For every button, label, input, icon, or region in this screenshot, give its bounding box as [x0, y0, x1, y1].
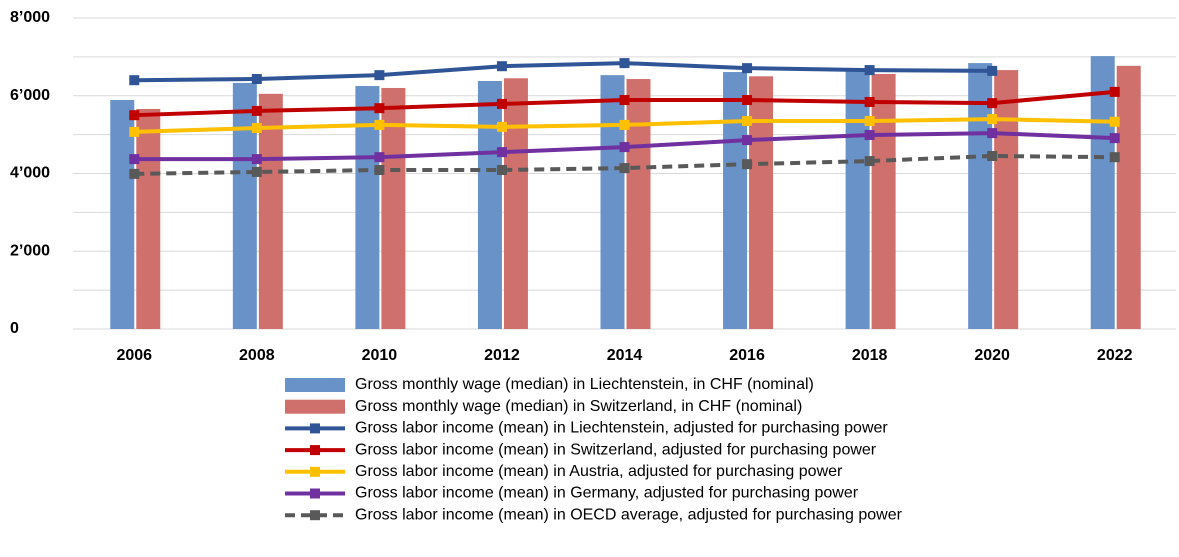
marker: [374, 152, 385, 163]
x-tick-label: 2014: [607, 347, 643, 364]
marker: [742, 116, 753, 127]
bar: [232, 82, 257, 329]
bar: [258, 93, 283, 330]
bar: [1090, 56, 1115, 329]
bar: [749, 76, 774, 329]
x-tick-label: 2020: [974, 347, 1010, 364]
bar: [477, 80, 502, 329]
marker: [1109, 86, 1120, 97]
marker: [864, 116, 875, 127]
x-tick-label: 2012: [484, 347, 520, 364]
legend-marker: [310, 510, 320, 521]
legend-swatch: [285, 378, 345, 392]
marker: [129, 154, 140, 165]
marker: [619, 58, 630, 69]
marker: [619, 142, 630, 153]
x-tick-label: 2008: [239, 347, 275, 364]
legend-label: Gross monthly wage (median) in Switzerla…: [355, 398, 802, 415]
marker: [864, 65, 875, 76]
marker: [987, 98, 998, 109]
marker: [987, 128, 998, 139]
marker: [742, 159, 753, 170]
marker: [496, 121, 507, 132]
marker: [374, 103, 385, 114]
marker: [742, 63, 753, 74]
x-tick-label: 2006: [116, 347, 152, 364]
bar: [845, 68, 870, 329]
y-tick-label: 4’000: [10, 165, 50, 182]
legend-label: Gross labor income (mean) in Liechtenste…: [355, 420, 888, 437]
marker: [251, 123, 262, 134]
marker: [374, 70, 385, 81]
marker: [374, 119, 385, 130]
legend-marker: [310, 488, 320, 499]
legend-label: Gross monthly wage (median) in Liechtens…: [355, 376, 814, 393]
y-tick-label: 0: [10, 320, 19, 337]
bar: [871, 73, 896, 329]
bar: [723, 72, 748, 329]
marker: [1109, 152, 1120, 163]
legend-label: Gross labor income (mean) in Austria, ad…: [355, 463, 843, 480]
marker: [987, 65, 998, 76]
bar: [503, 78, 528, 329]
y-tick-label: 8’000: [10, 9, 50, 26]
marker: [619, 119, 630, 130]
line: [134, 154, 1115, 176]
marker: [1109, 116, 1120, 127]
bar: [136, 108, 161, 329]
marker: [251, 105, 262, 116]
marker: [864, 96, 875, 107]
marker: [496, 98, 507, 109]
marker: [619, 163, 630, 174]
marker: [129, 168, 140, 179]
marker: [987, 114, 998, 125]
marker: [251, 154, 262, 165]
y-tick-label: 2’000: [10, 242, 50, 259]
marker: [1109, 133, 1120, 144]
marker: [864, 156, 875, 167]
x-tick-label: 2022: [1097, 347, 1133, 364]
legend-marker: [310, 466, 320, 477]
marker: [129, 75, 140, 86]
legend-marker: [310, 423, 320, 434]
bar: [994, 70, 1019, 329]
marker: [742, 95, 753, 106]
marker: [251, 166, 262, 177]
x-tick-label: 2010: [362, 347, 398, 364]
marker: [251, 74, 262, 85]
marker: [496, 147, 507, 158]
marker: [374, 165, 385, 176]
marker: [496, 61, 507, 72]
legend-label: Gross labor income (mean) in OECD averag…: [355, 506, 903, 523]
bar: [110, 100, 135, 330]
bar: [381, 87, 406, 329]
x-tick-label: 2018: [852, 347, 888, 364]
legend-label: Gross labor income (mean) in Switzerland…: [355, 441, 877, 458]
marker: [129, 126, 140, 137]
bar: [626, 79, 651, 329]
bar: [600, 75, 625, 330]
marker: [496, 165, 507, 176]
legend-label: Gross labor income (mean) in Germany, ad…: [355, 485, 859, 502]
legend-swatch: [285, 399, 345, 414]
marker: [742, 135, 753, 146]
bar: [1116, 65, 1141, 329]
marker: [619, 95, 630, 106]
line: [134, 61, 993, 83]
y-tick-label: 6’000: [10, 87, 50, 104]
marker: [987, 151, 998, 162]
marker: [129, 110, 140, 121]
marker: [864, 130, 875, 141]
x-tick-label: 2016: [729, 347, 765, 364]
legend-marker: [310, 445, 320, 456]
